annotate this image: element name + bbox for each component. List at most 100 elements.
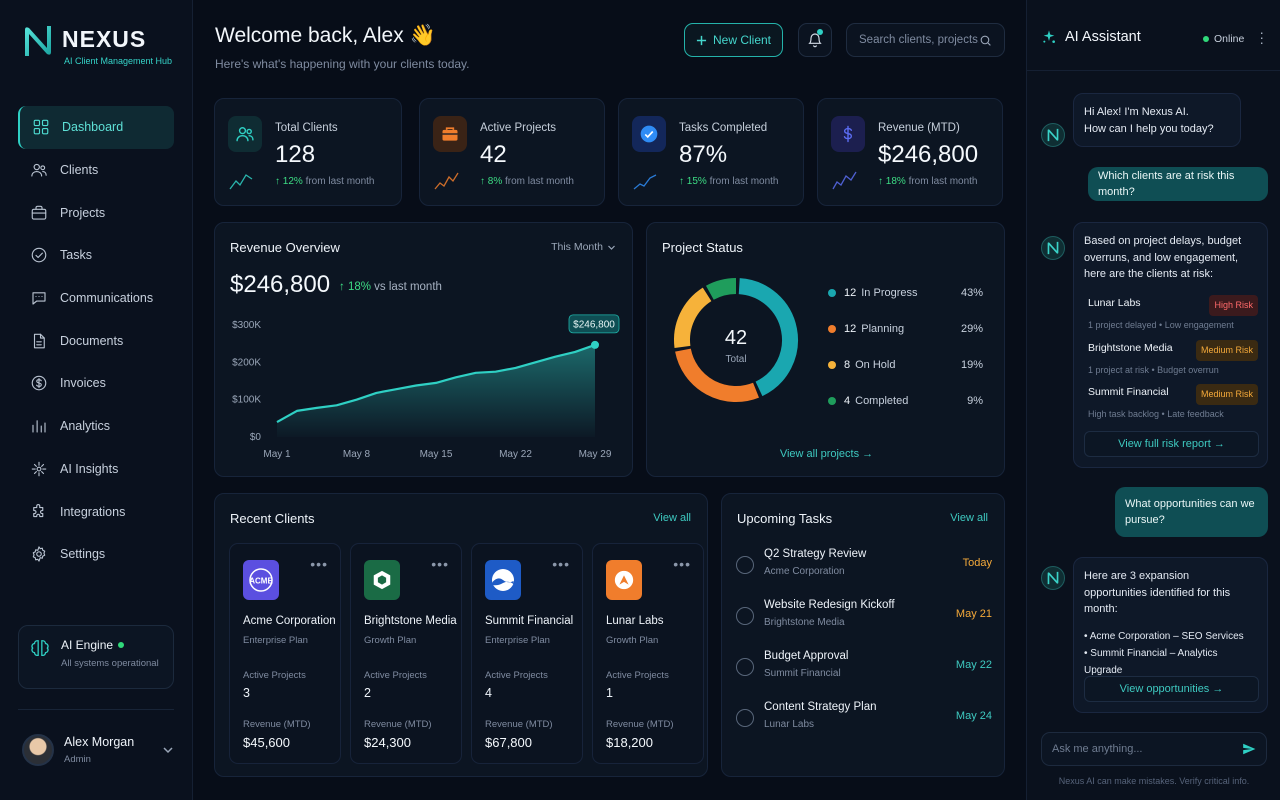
task-row[interactable]: Q2 Strategy Review Acme Corporation Today	[736, 548, 992, 588]
task-due-date: May 24	[955, 710, 992, 722]
chevron-down-icon[interactable]	[162, 744, 174, 756]
task-checkbox[interactable]	[736, 709, 754, 727]
sidebar-item-clients[interactable]: Clients	[18, 149, 174, 192]
sparkline	[228, 167, 256, 193]
chat-input[interactable]	[1052, 743, 1242, 755]
sidebar-item-integrations[interactable]: Integrations	[18, 490, 174, 533]
task-row[interactable]: Budget Approval Summit Financial May 22	[736, 650, 992, 690]
donut-slice-planning[interactable]	[675, 348, 759, 402]
new-client-label: New Client	[712, 33, 772, 47]
sidebar-item-dashboard[interactable]: Dashboard	[18, 106, 174, 149]
revenue-value: $18,200	[606, 735, 653, 750]
client-logo	[606, 560, 642, 600]
sidebar-item-label: Dashboard	[62, 120, 124, 135]
sidebar-item-analytics[interactable]: Analytics	[18, 405, 174, 448]
notification-dot	[817, 29, 823, 35]
donut-slice-in-progress[interactable]	[738, 278, 798, 397]
client-card-lunar-labs[interactable]: ••• Lunar Labs Growth Plan Active Projects 1…	[592, 543, 704, 764]
assistant-message: Hi Alex! I'm Nexus AI. How can I help yo…	[1073, 93, 1241, 147]
y-tick-label: $200K	[232, 357, 261, 368]
hexagon-icon	[373, 570, 391, 590]
period-dropdown[interactable]: This Month	[551, 241, 616, 253]
more-options-icon[interactable]: •••	[673, 556, 691, 572]
task-due-date: Today	[962, 557, 992, 569]
more-options-icon[interactable]: •••	[310, 556, 328, 572]
sidebar-item-label: Projects	[60, 205, 106, 220]
active-projects-label: Active Projects	[243, 670, 306, 681]
assistant-status-label: Online	[1214, 33, 1245, 45]
search-input[interactable]	[859, 34, 979, 46]
recent-clients-title: Recent Clients	[230, 511, 315, 526]
sidebar-item-ai-insights[interactable]: AI Insights	[18, 448, 174, 491]
sidebar-item-label: Invoices	[60, 376, 106, 391]
donut-slice-completed[interactable]	[705, 278, 737, 300]
stat-card-revenue-mtd[interactable]: Revenue (MTD) $246,800 ↑ 18% from last mon…	[817, 98, 1003, 206]
task-checkbox[interactable]	[736, 607, 754, 625]
sidebar-item-invoices[interactable]: Invoices	[18, 362, 174, 405]
sidebar-item-label: Integrations	[60, 504, 126, 519]
brand-logo[interactable]: NEXUS AI Client Management Hub	[22, 24, 172, 66]
stat-card-active-projects[interactable]: Active Projects 42 ↑ 8% from last month	[419, 98, 605, 206]
sidebar-item-settings[interactable]: Settings	[18, 533, 174, 576]
stat-change: ↑ 15% from last month	[679, 176, 779, 187]
risk-item[interactable]: Brightstone Media 1 project at risk • Bud…	[1088, 340, 1258, 378]
stat-card-tasks-completed[interactable]: Tasks Completed 87% ↑ 15% from last month	[618, 98, 804, 206]
client-card-acme-corporation[interactable]: ACME ••• Acme Corporation Enterprise Plan Ac…	[229, 543, 341, 764]
view-all-clients-link[interactable]: View all	[653, 512, 691, 524]
task-name: Content Strategy Plan	[764, 701, 877, 713]
assistant-risk-message: Based on project delays, budget overruns…	[1073, 222, 1268, 468]
more-options-icon[interactable]: •••	[552, 556, 570, 572]
stat-label: Revenue (MTD)	[878, 122, 960, 134]
view-all-projects-link[interactable]: View all projects →	[779, 448, 874, 460]
search-icon[interactable]	[979, 34, 992, 47]
avatar	[22, 734, 54, 766]
risk-item[interactable]: Lunar Labs 1 project delayed • Low engage…	[1088, 295, 1258, 333]
ai-engine-title: AI Engine	[61, 638, 114, 652]
task-row[interactable]: Content Strategy Plan Lunar Labs May 24	[736, 701, 992, 741]
task-row[interactable]: Website Redesign Kickoff Brightstone Medi…	[736, 599, 992, 639]
data-point[interactable]	[591, 340, 599, 349]
client-card-brightstone-media[interactable]: ••• Brightstone Media Growth Plan Active Pr…	[350, 543, 462, 764]
search-box[interactable]	[846, 23, 1005, 57]
revenue-line	[276, 343, 596, 424]
view-all-tasks-link[interactable]: View all	[950, 512, 988, 524]
stat-change-value: ↑ 18%	[878, 176, 906, 187]
sidebar-item-tasks[interactable]: Tasks	[18, 234, 174, 277]
more-options-icon[interactable]: · · ·	[1259, 24, 1264, 50]
sidebar-item-communications[interactable]: Communications	[18, 277, 174, 320]
document-icon	[33, 333, 45, 349]
more-options-icon[interactable]: •••	[431, 556, 449, 572]
legend-percent: 19%	[960, 359, 983, 371]
sidebar-item-projects[interactable]: Projects	[18, 191, 174, 234]
donut-slice-on-hold[interactable]	[674, 287, 712, 348]
task-checkbox[interactable]	[736, 658, 754, 676]
ai-engine-status[interactable]: AI Engine All systems operational	[18, 625, 174, 689]
legend-dot	[828, 325, 836, 333]
view-risk-report-button[interactable]: View full risk report →	[1084, 431, 1259, 457]
page-title: Welcome back, Alex 👋	[215, 24, 436, 47]
chat-input-box[interactable]	[1041, 732, 1267, 766]
new-client-button[interactable]: New Client	[684, 23, 783, 57]
client-card-summit-financial[interactable]: ••• Summit Financial Enterprise Plan Active…	[471, 543, 583, 764]
risk-item[interactable]: Summit Financial High task backlog • Late…	[1088, 384, 1258, 422]
client-plan: Growth Plan	[606, 635, 659, 646]
y-tick-label: $300K	[232, 320, 261, 331]
user-name: Alex Morgan	[64, 735, 135, 749]
stat-card-total-clients[interactable]: Total Clients 128 ↑ 12% from last month	[214, 98, 402, 206]
nexus-logo-icon	[1047, 128, 1059, 142]
send-icon[interactable]	[1242, 742, 1256, 756]
bot-avatar	[1041, 236, 1065, 260]
active-projects-label: Active Projects	[606, 670, 669, 681]
stat-change: ↑ 18% from last month	[878, 176, 978, 187]
risk-client-name: Lunar Labs	[1088, 297, 1141, 309]
notifications-button[interactable]	[798, 23, 832, 57]
task-checkbox[interactable]	[736, 556, 754, 574]
view-opportunities-button[interactable]: View opportunities →	[1084, 676, 1259, 702]
client-logo	[364, 560, 400, 600]
sidebar-item-documents[interactable]: Documents	[18, 319, 174, 362]
risk-detail: 1 project at risk • Budget overrun	[1088, 364, 1219, 375]
legend-percent: 29%	[960, 323, 983, 335]
user-profile[interactable]: Alex Morgan Admin	[22, 734, 174, 766]
legend-item: 4 Completed 9%	[828, 395, 983, 407]
revenue-value: $67,800	[485, 735, 532, 750]
